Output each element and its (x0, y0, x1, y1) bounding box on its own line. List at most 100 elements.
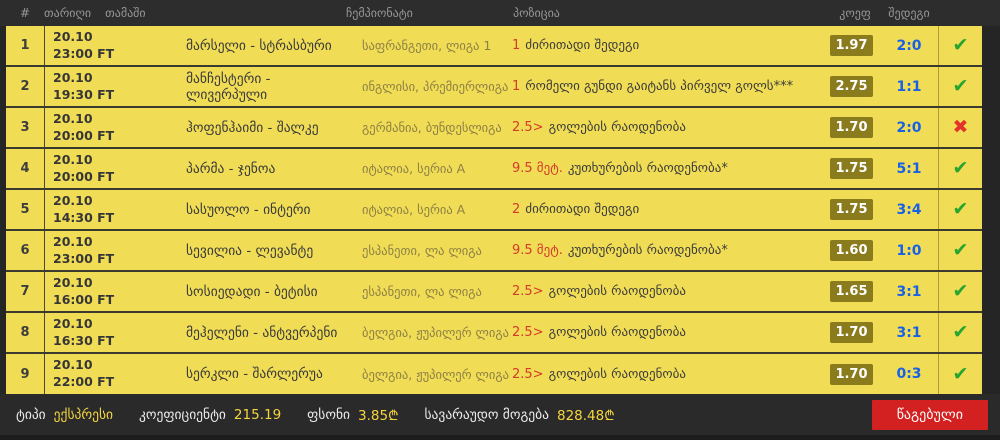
col-header-position: პოზიცია (513, 6, 560, 20)
match-datetime: 20.10 22:00 FT (44, 354, 184, 394)
pick-value: 9.5 მეტ. (512, 243, 563, 258)
championship-label: იტალია, სერია A (362, 161, 466, 176)
championship-label: საფრანგეთი, ლიგა 1 (362, 38, 492, 53)
prediction-label: გოლების რაოდენობა (548, 325, 686, 340)
match-date: 20.10 (53, 357, 93, 373)
prediction-cell: 2 ძირითადი შედეგი (509, 190, 830, 229)
col-header-game: თამაში (105, 6, 146, 20)
match-datetime: 20.10 19:30 FT (44, 67, 184, 106)
championship-label: ესპანეთი, ლა ლიგა (362, 243, 482, 258)
championship-label: ბელგია, ჟუპილერ ლიგა (362, 325, 509, 340)
bet-type-label: ტიპი (16, 406, 46, 423)
match-datetime: 20.10 20:00 FT (44, 108, 184, 147)
coefficient-cell: 1.70 (830, 354, 880, 394)
lose-x-icon: ✖ (952, 116, 969, 138)
match-score: 3:1 (896, 283, 922, 300)
match-date: 20.10 (53, 110, 93, 126)
match-datetime: 20.10 14:30 FT (44, 190, 184, 229)
status-cell: ✔ (938, 313, 982, 352)
status-cell: ✔ (938, 190, 982, 229)
championship-label: ინგლისი, პრემიერლიგა (362, 79, 509, 94)
bet-row: 7 20.10 16:00 FT სოსიედადი - ბეტისი ესპა… (6, 272, 982, 313)
odds-badge: 1.60 (830, 240, 873, 261)
table-header: # თარიღი თამაში ჩემპიონატი პოზიცია კოეფ … (0, 0, 1000, 26)
match-time: 20:00 FT (53, 127, 115, 143)
prediction-label: კუთხურების რაოდენობა* (567, 243, 728, 258)
bet-row: 1 20.10 23:00 FT მარსელი - სტრასბური საფ… (6, 26, 982, 67)
total-coefficient: კოეფიციენტი 215.19 (139, 407, 281, 423)
row-number: 2 (20, 79, 30, 94)
bet-row: 8 20.10 16:30 FT მეჰელენი - ანტვერპენი ბ… (6, 313, 982, 354)
bet-row: 4 20.10 20:00 FT პარმა - ჯენოა იტალია, ს… (6, 149, 982, 190)
odds-badge: 1.70 (830, 363, 873, 385)
match-date: 20.10 (53, 28, 93, 44)
match-datetime: 20.10 20:00 FT (44, 149, 184, 188)
prediction-cell: 9.5 მეტ. კუთხურების რაოდენობა* (509, 149, 830, 188)
bet-row: 9 20.10 22:00 FT სერკლი - შარლერუა ბელგი… (6, 354, 982, 394)
coefficient-cell: 1.97 (830, 26, 880, 65)
prediction-cell: 2.5> გოლების რაოდენობა (509, 108, 830, 147)
bet-row: 2 20.10 19:30 FT მანჩესტერი - ლივერპული … (6, 67, 982, 108)
match-teams: მეჰელენი - ანტვერპენი (186, 324, 338, 341)
row-number: 9 (20, 366, 30, 382)
match-time: 23:00 FT (53, 45, 115, 61)
match-teams: მარსელი - სტრასბური (186, 37, 332, 54)
status-cell: ✖ (938, 108, 982, 147)
odds-badge: 1.65 (830, 281, 873, 302)
total-coefficient-value: 215.19 (233, 406, 282, 423)
prediction-label: გოლების რაოდენობა (548, 366, 686, 382)
win-check-icon: ✔ (952, 280, 969, 302)
match-time: 20:00 FT (53, 168, 115, 184)
win-check-icon: ✔ (952, 321, 969, 343)
pick-value: 2.5> (512, 120, 544, 135)
row-number: 8 (20, 325, 30, 340)
match-teams: სევილია - ლევანტე (186, 242, 314, 259)
pick-value: 2.5> (512, 325, 544, 340)
match-datetime: 20.10 16:00 FT (44, 272, 184, 311)
match-time: 14:30 FT (53, 209, 115, 225)
pick-value: 2.5> (512, 366, 544, 382)
prediction-label: რომელი გუნდი გაიტანს პირველ გოლს*** (525, 79, 794, 94)
match-time: 16:00 FT (53, 291, 115, 307)
match-time: 22:00 FT (53, 374, 115, 389)
bet-summary: ტიპი ექსპრესი კოეფიციენტი 215.19 ფსონი 3… (16, 406, 615, 424)
potential-payout-value: 828.48₾ (557, 407, 615, 424)
prediction-cell: 9.5 მეტ. კუთხურების რაოდენობა* (509, 231, 830, 270)
win-check-icon: ✔ (952, 34, 969, 56)
match-score: 2:0 (896, 119, 922, 136)
total-coefficient-label: კოეფიციენტი (139, 406, 226, 423)
match-score: 1:1 (896, 78, 922, 95)
win-check-icon: ✔ (952, 239, 969, 261)
stake: ფსონი 3.85₾ (307, 406, 398, 424)
match-datetime: 20.10 23:00 FT (44, 231, 184, 270)
row-number: 3 (20, 120, 30, 135)
col-header-championship: ჩემპიონატი (346, 6, 413, 20)
bets-table-body: 1 20.10 23:00 FT მარსელი - სტრასბური საფ… (0, 26, 1000, 394)
status-cell: ✔ (938, 149, 982, 188)
col-header-number: # (19, 6, 31, 20)
odds-badge: 1.75 (830, 199, 873, 220)
match-teams: სასუოლო - ინტერი (186, 201, 311, 218)
row-number: 4 (20, 161, 30, 176)
prediction-label: გოლების რაოდენობა (548, 120, 686, 135)
bet-row: 6 20.10 23:00 FT სევილია - ლევანტე ესპან… (6, 231, 982, 272)
match-date: 20.10 (53, 151, 93, 167)
coefficient-cell: 1.60 (830, 231, 880, 270)
pick-value: 1 (512, 38, 521, 53)
status-cell: ✔ (938, 231, 982, 270)
coefficient-cell: 1.75 (830, 190, 880, 229)
match-teams: სოსიედადი - ბეტისი (186, 283, 318, 300)
potential-payout-label: სავარაუდო მოგება (424, 406, 550, 423)
pick-value: 2.5> (512, 284, 544, 299)
match-date: 20.10 (53, 315, 93, 331)
prediction-label: ძირითადი შედეგი (525, 202, 640, 217)
status-cell: ✔ (938, 67, 982, 106)
prediction-label: ძირითადი შედეგი (525, 38, 640, 53)
match-score: 0:3 (896, 366, 922, 382)
odds-badge: 1.97 (830, 35, 873, 56)
match-teams: ჰოფენჰაიმი - შალკე (186, 119, 319, 136)
pick-value: 2 (512, 202, 521, 217)
row-number: 5 (20, 202, 30, 217)
match-score: 1:0 (896, 242, 922, 259)
